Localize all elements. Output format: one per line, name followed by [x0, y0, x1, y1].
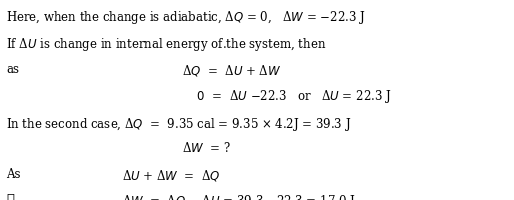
Text: as: as	[6, 63, 19, 76]
Text: As: As	[6, 167, 21, 180]
Text: Δ$W$  = ?: Δ$W$ = ?	[182, 140, 231, 154]
Text: In the second case, Δ$Q$  =  9.35 cal = 9.35 × 4.2J = 39.3 J: In the second case, Δ$Q$ = 9.35 cal = 9.…	[6, 115, 352, 132]
Text: If Δ$U$ is change in internal energy of.the system, then: If Δ$U$ is change in internal energy of.…	[6, 36, 326, 53]
Text: Δ$U$ + Δ$W$  =  Δ$Q$: Δ$U$ + Δ$W$ = Δ$Q$	[122, 167, 221, 182]
Text: Δ$Q$  =  Δ$U$ + Δ$W$: Δ$Q$ = Δ$U$ + Δ$W$	[182, 63, 282, 78]
Text: ∴: ∴	[6, 192, 14, 200]
Text: $0$  =  Δ$U$ −22.3   or   Δ$U$ = 22.3 J: $0$ = Δ$U$ −22.3 or Δ$U$ = 22.3 J	[182, 88, 392, 105]
Text: Here, when the change is adiabatic, Δ$Q$ = 0,   Δ$W$ = −22.3 J: Here, when the change is adiabatic, Δ$Q$…	[6, 9, 366, 26]
Text: Δ$W$  =  Δ$Q$ − Δ$U$ = 39.3 −22.3 = 17.0 J.: Δ$W$ = Δ$Q$ − Δ$U$ = 39.3 −22.3 = 17.0 J…	[122, 192, 359, 200]
